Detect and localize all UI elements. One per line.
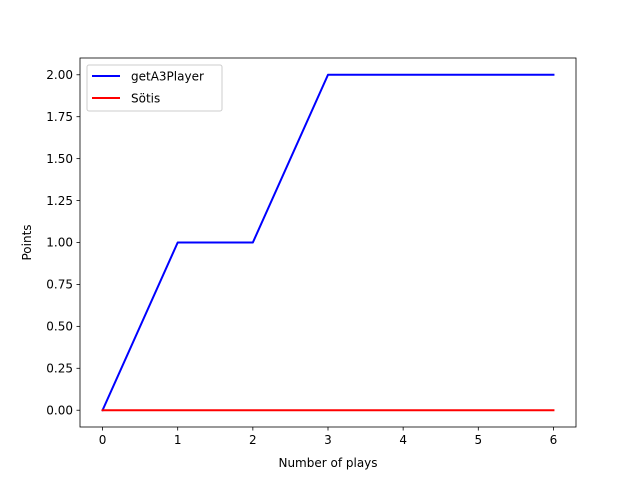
y-axis-label: Points	[20, 224, 34, 260]
x-axis-ticks: 0 1 2 3 4 5 6	[99, 427, 558, 447]
y-tick-label: 0.75	[46, 278, 73, 292]
y-tick-label: 1.25	[46, 194, 73, 208]
y-tick-label: 0.50	[46, 320, 73, 334]
series-line-getA3Player	[101, 73, 555, 412]
x-tick-label: 2	[249, 433, 257, 447]
y-tick-label: 1.00	[46, 236, 73, 250]
x-tick-label: 0	[99, 433, 107, 447]
y-tick-label: 1.50	[46, 152, 73, 166]
x-tick-label: 1	[174, 433, 182, 447]
legend-label: Sötis	[131, 91, 160, 105]
y-tick-label: 0.25	[46, 361, 73, 375]
x-axis-label: Number of plays	[278, 456, 377, 470]
series-lines	[101, 73, 555, 412]
plot-area-frame	[79, 57, 577, 428]
x-tick-label: 6	[550, 433, 558, 447]
legend-label: getA3Player	[131, 69, 204, 83]
legend-box	[86, 64, 223, 112]
x-tick-label: 4	[399, 433, 407, 447]
y-tick-label: 2.00	[46, 68, 73, 82]
legend: getA3Player Sötis	[86, 64, 223, 112]
y-tick-label: 0.00	[46, 403, 73, 417]
y-tick-label: 1.75	[46, 110, 73, 124]
x-tick-label: 5	[474, 433, 482, 447]
x-tick-label: 3	[324, 433, 332, 447]
y-axis-ticks: 0.00 0.25 0.50 0.75 1.00 1.25 1.50 1.75 2.00	[46, 68, 80, 417]
